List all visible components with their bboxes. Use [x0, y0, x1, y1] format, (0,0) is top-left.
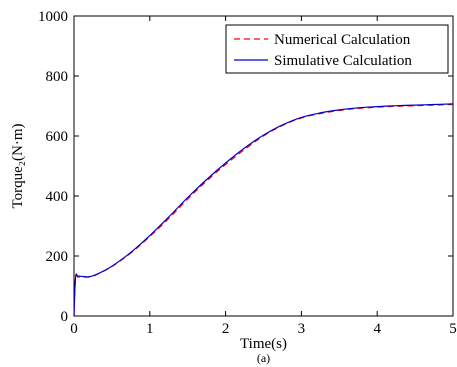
legend-label: Numerical Calculation: [274, 32, 411, 48]
y-tick-label: 200: [46, 249, 69, 265]
y-tick-label: 600: [46, 129, 69, 145]
legend-label: Simulative Calculation: [274, 53, 412, 69]
x-tick-label: 4: [373, 321, 381, 337]
x-tick-label: 5: [449, 321, 457, 337]
series-lines: [73, 103, 454, 317]
y-tick-label: 0: [61, 309, 69, 325]
x-axis-title: Time(s): [240, 336, 287, 352]
x-tick-label: 2: [222, 321, 230, 337]
legend: Numerical Calculation Simulative Calculat…: [225, 24, 449, 74]
x-tick-label: 1: [146, 321, 154, 337]
series-line-simulative: [73, 103, 454, 317]
x-tick-label: 0: [70, 321, 78, 337]
y-axis-title: Torque₂(N·m): [10, 124, 26, 209]
y-tick-label: 800: [46, 69, 69, 85]
legend-box: [225, 24, 449, 74]
x-tick-label: 3: [298, 321, 306, 337]
y-tick-label: 1000: [38, 9, 68, 25]
tick-labels: 0 1 2 3 4 5 0 200 400 600 800 1000: [38, 9, 457, 337]
y-tick-label: 400: [46, 189, 69, 205]
figure-caption: (a): [257, 351, 270, 365]
